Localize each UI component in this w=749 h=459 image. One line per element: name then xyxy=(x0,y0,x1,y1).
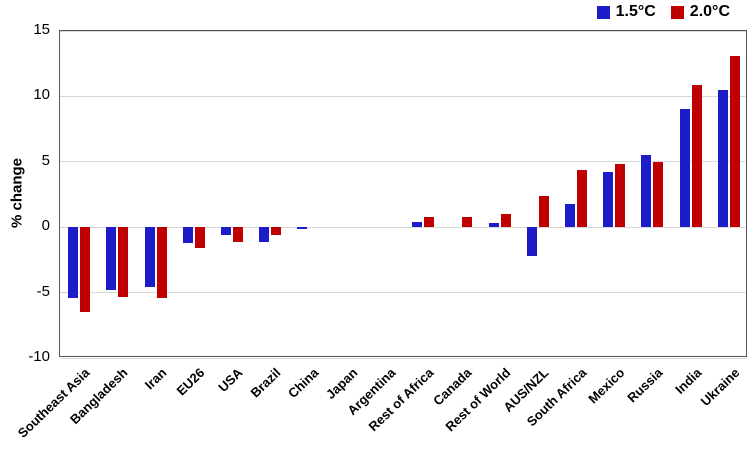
legend-item-2-0c: 2.0°C xyxy=(670,3,730,21)
bar-20C-southeast-asia xyxy=(80,227,91,313)
gridline-y-0 xyxy=(60,226,746,228)
bar-15C-ukraine xyxy=(717,89,728,228)
bar-20C-rest-of-world xyxy=(500,214,511,228)
bar-20C-eu26 xyxy=(194,227,205,249)
bar-15C-eu26 xyxy=(182,227,193,243)
bar-20C-mexico xyxy=(615,164,626,228)
gridline-y--10 xyxy=(60,357,746,359)
gridline-y--5 xyxy=(60,292,746,294)
gridline-y-5 xyxy=(60,161,746,163)
legend-swatch-blue-icon xyxy=(596,5,610,19)
y-tick-label: 15 xyxy=(33,21,50,38)
bar-20C-brazil xyxy=(271,227,282,236)
plot-area xyxy=(59,30,747,359)
bar-20C-usa xyxy=(233,227,243,242)
bar-20C-ukraine xyxy=(729,55,740,228)
bar-20C-canada xyxy=(462,216,473,228)
legend-label: 2.0°C xyxy=(689,3,730,20)
x-tick-label-china: China xyxy=(285,365,322,401)
legend-label: 1.5°C xyxy=(615,3,656,20)
bar-15C-rest-of-world xyxy=(488,223,499,228)
bar-15C-south-africa xyxy=(565,203,575,228)
gridline-y-10 xyxy=(60,95,746,97)
legend-item-1-5c: 1.5°C xyxy=(596,3,656,21)
bar-15C-rest-of-africa xyxy=(412,221,423,228)
bar-15C-china xyxy=(297,227,308,230)
bar-15C-brazil xyxy=(259,227,270,242)
x-tick-label-india: India xyxy=(671,365,705,397)
bar-20C-rest-of-africa xyxy=(424,216,435,228)
x-tick-label-usa: USA xyxy=(215,365,246,395)
x-tick-label-russia: Russia xyxy=(624,365,666,406)
bar-15C-usa xyxy=(221,227,231,236)
y-tick-label: 5 xyxy=(41,151,50,169)
bar-20C-bangladesh xyxy=(118,227,129,297)
legend-swatch-red-icon xyxy=(670,5,684,19)
x-tick-label-iran: Iran xyxy=(141,365,169,393)
bar-15C-aus-nzl xyxy=(526,227,537,256)
bar-15C-russia xyxy=(641,155,652,228)
bar-15C-southeast-asia xyxy=(68,227,79,298)
x-tick-label-ukraine: Ukraine xyxy=(697,365,743,409)
bar-15C-bangladesh xyxy=(106,227,117,290)
bar-15C-india xyxy=(679,109,690,228)
bar-20C-aus-nzl xyxy=(538,195,549,228)
y-tick-label: -10 xyxy=(28,348,50,365)
y-tick-label: -5 xyxy=(36,282,50,300)
bar-20C-iran xyxy=(156,227,167,298)
x-tick-label-mexico: Mexico xyxy=(585,365,628,407)
bar-15C-iran xyxy=(144,227,155,288)
gridline-y-15 xyxy=(60,30,746,32)
y-tick-label: 10 xyxy=(33,86,50,104)
legend: 1.5°C 2.0°C xyxy=(596,3,730,21)
bar-15C-mexico xyxy=(603,172,614,228)
x-tick-label-brazil: Brazil xyxy=(247,365,284,401)
y-tick-label: 0 xyxy=(41,217,50,235)
bar-20C-south-africa xyxy=(577,169,587,228)
bar-20C-russia xyxy=(653,161,664,228)
x-tick-label-eu26: EU26 xyxy=(173,365,208,399)
bar-20C-india xyxy=(691,84,702,228)
